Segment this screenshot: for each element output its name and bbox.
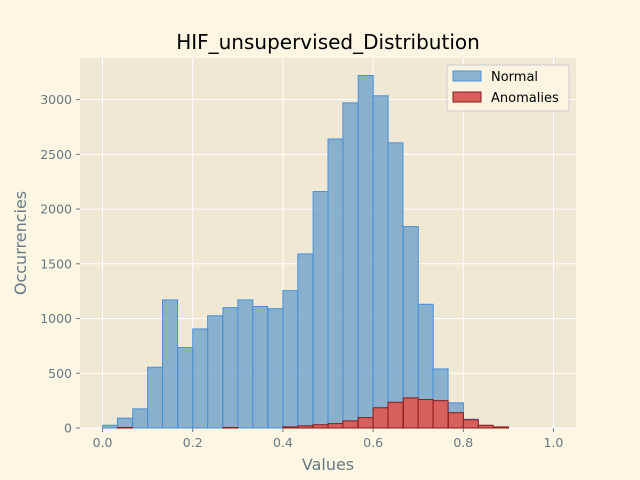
bar-anomalies: [372, 407, 389, 429]
bar-anomalies: [342, 420, 359, 429]
bar-normal: [222, 307, 239, 429]
bar-normal: [162, 299, 179, 429]
y-tick-label: 2500: [40, 147, 72, 162]
bar-anomalies: [492, 426, 509, 429]
legend-swatch-normal: [452, 70, 482, 82]
bar-normal: [267, 308, 284, 429]
bar-anomalies: [297, 425, 314, 429]
x-tick-label: 0.2: [183, 435, 203, 450]
x-tick-label: 0.8: [453, 435, 473, 450]
bar-normal: [342, 102, 359, 429]
y-tick-label: 2000: [40, 202, 72, 217]
bar-normal: [132, 408, 149, 429]
y-tick-label: 3000: [40, 92, 72, 107]
bar-anomalies: [312, 424, 329, 429]
x-tick-label: 0.6: [363, 435, 383, 450]
bar-normal: [207, 315, 224, 429]
bar-normal: [116, 417, 133, 429]
bars: [102, 75, 509, 429]
y-axis-label: Occurrencies: [11, 191, 30, 295]
y-tick-label: 0: [64, 421, 72, 436]
bar-normal: [177, 347, 194, 429]
bar-anomalies: [417, 399, 434, 429]
bar-anomalies: [282, 426, 299, 429]
legend-swatch-anomalies: [452, 91, 482, 103]
bar-normal: [237, 299, 254, 429]
bar-normal: [282, 290, 299, 429]
bar-anomalies: [402, 397, 419, 429]
x-tick-label: 1.0: [544, 435, 564, 450]
bar-normal: [312, 191, 329, 429]
x-tick-label: 0.4: [273, 435, 293, 450]
bar-anomalies: [357, 417, 374, 429]
ticks: 0.0 0.2 0.4 0.6 0.8 1.0 0 500 1000 1500 2000 2500 30…: [40, 92, 563, 450]
bar-normal: [147, 366, 164, 429]
y-tick-label: 500: [48, 366, 72, 381]
bar-normal: [387, 142, 404, 429]
bar-anomalies: [462, 419, 479, 429]
bar-anomalies: [477, 424, 494, 429]
bar-normal: [327, 138, 344, 429]
y-tick-label: 1500: [40, 256, 72, 271]
y-tick-label: 1000: [40, 311, 72, 326]
bar-anomalies: [327, 423, 344, 429]
x-tick-label: 0.0: [93, 435, 113, 450]
bar-normal: [102, 424, 119, 429]
legend: Normal Anomalies: [446, 64, 570, 112]
bar-normal: [372, 95, 389, 429]
chart-title: HIF_unsupervised_Distribution: [176, 30, 480, 54]
bar-anomalies: [447, 412, 464, 429]
bar-anomalies: [432, 400, 449, 429]
legend-label-anomalies: Anomalies: [491, 91, 559, 106]
bar-normal: [357, 75, 374, 429]
bar-normal: [252, 305, 269, 429]
bar-normal: [297, 253, 314, 429]
bar-normal: [192, 328, 209, 429]
x-axis-label: Values: [302, 455, 354, 474]
bar-anomalies: [387, 401, 404, 429]
bar-anomalies: [222, 426, 239, 429]
legend-label-normal: Normal: [491, 70, 538, 85]
bar-anomalies: [116, 426, 133, 429]
